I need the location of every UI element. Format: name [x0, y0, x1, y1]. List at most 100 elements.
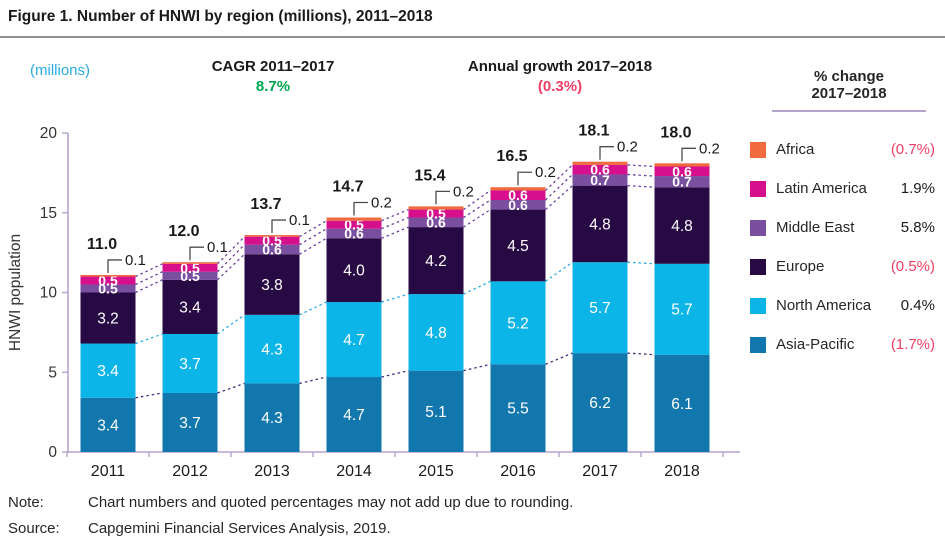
legend-swatch [750, 259, 766, 275]
bar-segment-latin-america [80, 276, 136, 285]
bar-segment-africa [162, 262, 218, 264]
bar-segment-middle-east [326, 228, 382, 239]
x-category-label: 2011 [91, 463, 126, 480]
connector-line [627, 184, 655, 188]
cagr-annotation: CAGR 2011–2017 8.7% [178, 58, 368, 95]
connector-line [627, 261, 655, 265]
segment-value-label: 4.8 [589, 216, 611, 233]
bar-segment-europe [244, 254, 300, 315]
segment-value-label: 4.5 [507, 238, 529, 255]
connector-line [627, 164, 655, 168]
connector-line [463, 363, 491, 372]
bar-segment-north-america [326, 302, 382, 378]
bar-2018: 6.1 5.7 4.8 0.70.6 0.2 18.0 2018 [654, 124, 720, 480]
connector-line [545, 352, 573, 365]
segment-value-label: 5.1 [425, 404, 447, 421]
bar-segment-north-america [80, 343, 136, 398]
bar-segment-asia-pacific [654, 354, 710, 452]
connector-line [381, 208, 409, 222]
legend-swatch [750, 181, 766, 197]
segment-value-label: 3.4 [97, 417, 119, 434]
x-category-label: 2014 [336, 463, 372, 480]
segment-value-label: 0.5 [98, 273, 118, 289]
bar-segment-africa [80, 274, 136, 277]
africa-callout-value: 0.2 [453, 183, 474, 200]
x-category-label: 2015 [418, 463, 454, 480]
bar-2015: 5.1 4.8 4.2 0.60.5 0.2 15.4 2015 [408, 167, 474, 480]
connector-line [299, 228, 327, 246]
bar-segment-latin-america [162, 263, 218, 272]
segment-value-label: 0.6 [508, 187, 528, 203]
connector-line [299, 220, 327, 238]
bar-segment-europe [408, 227, 464, 295]
connector-line [463, 280, 491, 295]
connector-line [545, 185, 573, 211]
bar-segment-asia-pacific [162, 392, 218, 452]
bar-segment-africa [326, 217, 382, 221]
connector-line [217, 244, 245, 273]
connector-line [217, 382, 245, 394]
segment-value-label: 5.2 [507, 315, 529, 332]
segment-value-label: 5.7 [589, 300, 611, 317]
bar-segment-africa [654, 163, 710, 167]
segment-value-label: 0.6 [262, 241, 282, 257]
legend-title-line2: 2017–2018 [811, 85, 887, 102]
bar-segment-middle-east [244, 244, 300, 255]
y-axis-title: HNWI population [7, 234, 24, 351]
connector-line [135, 271, 163, 286]
connector-line [135, 279, 163, 294]
africa-callout-value: 0.1 [207, 239, 228, 256]
connector-line [463, 189, 491, 211]
connector-line [217, 253, 245, 281]
source-row: Source: Capgemini Financial Services Anal… [8, 520, 391, 537]
legend-label: Europe [776, 258, 825, 275]
segment-value-label: 4.2 [425, 253, 447, 270]
bar-total-label: 11.0 [87, 236, 117, 253]
segment-value-label: 0.5 [180, 260, 200, 276]
title-divider [0, 36, 945, 38]
legend-swatch [750, 220, 766, 236]
legend-change-value: 1.9% [900, 180, 935, 197]
segment-connectors [135, 164, 655, 399]
bar-2011: 3.4 3.4 3.2 0.50.5 0.1 11.0 2011 [80, 236, 146, 480]
bar-segment-europe [654, 187, 710, 264]
bar-2017: 6.2 5.7 4.8 0.70.6 0.2 18.1 2017 [572, 123, 638, 480]
connector-line [627, 352, 655, 356]
legend-title: % change 2017–2018 [772, 68, 926, 112]
bar-segment-asia-pacific [80, 397, 136, 452]
connector-line [381, 370, 409, 378]
bar-segment-latin-america [326, 220, 382, 229]
legend-item-europe: Europe (0.5%) [750, 257, 938, 279]
legend-swatch [750, 337, 766, 353]
bar-segment-europe [572, 185, 628, 263]
africa-callout-value: 0.1 [125, 252, 146, 269]
segment-value-label: 3.4 [97, 363, 119, 380]
bar-segment-north-america [244, 314, 300, 384]
legend-item-africa: Africa (0.7%) [750, 140, 938, 162]
segment-value-label: 0.5 [344, 217, 364, 233]
bar-segment-middle-east [572, 174, 628, 186]
segment-value-label: 3.4 [179, 299, 201, 316]
bar-total-label: 14.7 [332, 179, 363, 196]
y-tick-label: 10 [40, 285, 58, 302]
legend-swatch [750, 142, 766, 158]
x-category-label: 2013 [254, 463, 290, 480]
africa-callout-line [107, 259, 122, 273]
bar-total-label: 18.0 [660, 124, 691, 141]
source-label: Source: [8, 520, 60, 537]
bar-segment-europe [162, 279, 218, 334]
y-tick-label: 5 [48, 364, 57, 381]
segment-value-label: 3.7 [179, 415, 201, 432]
connector-line [217, 236, 245, 265]
segment-value-label: 6.2 [589, 395, 611, 412]
annual-growth-label: Annual growth 2017–2018 [467, 58, 653, 75]
bar-2013: 4.3 4.3 3.8 0.60.5 0.1 13.7 2013 [244, 196, 310, 480]
segment-value-label: 0.5 [98, 281, 118, 297]
bar-segment-asia-pacific [408, 370, 464, 452]
legend: % change 2017–2018 Africa (0.7%) Latin Ame… [750, 60, 938, 390]
connector-line [135, 392, 163, 399]
connector-line [381, 216, 409, 230]
x-category-label: 2018 [664, 463, 700, 480]
legend-item-middle-east: Middle East 5.8% [750, 218, 938, 240]
